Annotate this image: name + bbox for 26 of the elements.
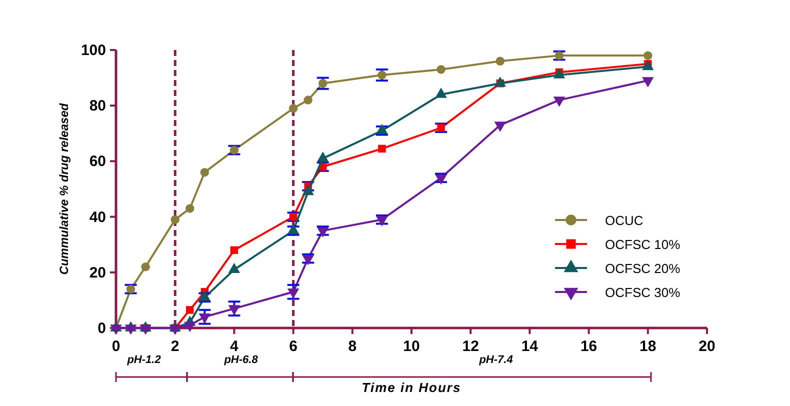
legend-label: OCUC (605, 213, 644, 228)
x-tick-label: 8 (348, 338, 357, 355)
y-tick-label: 40 (89, 208, 106, 226)
x-tick-label: 12 (462, 338, 479, 355)
y-tick-label: 60 (89, 153, 106, 170)
text: pH-6.8 (223, 354, 259, 366)
y-tick-label: 20 (89, 264, 106, 282)
x-tick-label: 2 (170, 338, 180, 355)
y-tick-label: 80 (89, 98, 106, 115)
y-axis-title: Cummulative % drug released (57, 102, 71, 275)
legend-label: OCFSC 30% (605, 285, 681, 300)
x-tick-label: 16 (580, 338, 598, 355)
legend-label: OCFSC 20% (605, 261, 681, 276)
x-tick-label: 14 (521, 338, 539, 355)
x-tick-label: 4 (230, 338, 240, 355)
y-tick-label: 0 (98, 320, 106, 337)
x-tick-label: 6 (289, 338, 298, 355)
x-tick-label: 20 (698, 338, 716, 355)
x-tick-label: 0 (112, 338, 120, 355)
legend-label: OCFSC 10% (605, 237, 681, 252)
y-tick-label: 100 (80, 42, 106, 59)
text: pH-7.4 (478, 354, 513, 366)
text: pH-1.2 (126, 354, 161, 366)
x-tick-label: 18 (640, 338, 656, 355)
x-axis-title: Time in Hours (362, 380, 462, 395)
x-tick-label: 10 (403, 338, 420, 355)
